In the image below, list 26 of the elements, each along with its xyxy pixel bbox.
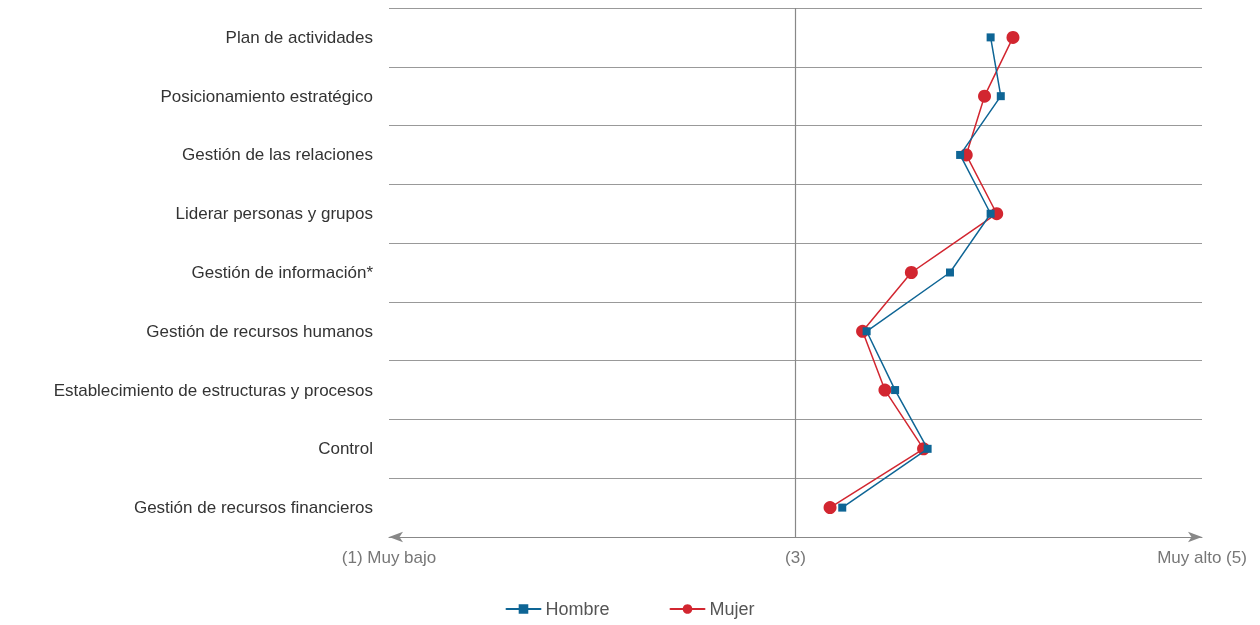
- y-tick-label: Gestión de recursos humanos: [146, 321, 373, 341]
- y-tick-label: Gestión de recursos financieros: [133, 498, 373, 518]
- point: [1006, 30, 1020, 44]
- point: [904, 266, 918, 279]
- y-tick-label: Gestión de información*: [191, 263, 374, 282]
- point: [956, 150, 965, 159]
- y-tick-label: Gestión de las relaciones: [182, 145, 373, 165]
- point: [945, 268, 954, 277]
- y-tick-label: Control: [318, 439, 373, 459]
- x-tick-label: Muy alto (5): [1157, 548, 1247, 567]
- x-tick-label: (1) Muy bajo: [341, 548, 437, 567]
- point: [986, 209, 995, 218]
- y-tick-label: Plan de actividades: [225, 27, 373, 47]
- point: [878, 383, 892, 397]
- point: [978, 89, 992, 103]
- y-tick-label: Posicionamiento estratégico: [160, 86, 373, 106]
- y-tick-label: Establecimiento de estructuras y procesos: [53, 380, 373, 400]
- x-tick-label: (3): [785, 548, 806, 567]
- point: [986, 33, 995, 42]
- legend-label: Mujer: [709, 599, 755, 619]
- y-tick-label: Liderar personas y grupos: [175, 204, 373, 224]
- point: [823, 501, 837, 515]
- point: [891, 386, 900, 395]
- point: [838, 503, 847, 512]
- point: [996, 92, 1005, 101]
- legend-label: Hombre: [545, 599, 610, 619]
